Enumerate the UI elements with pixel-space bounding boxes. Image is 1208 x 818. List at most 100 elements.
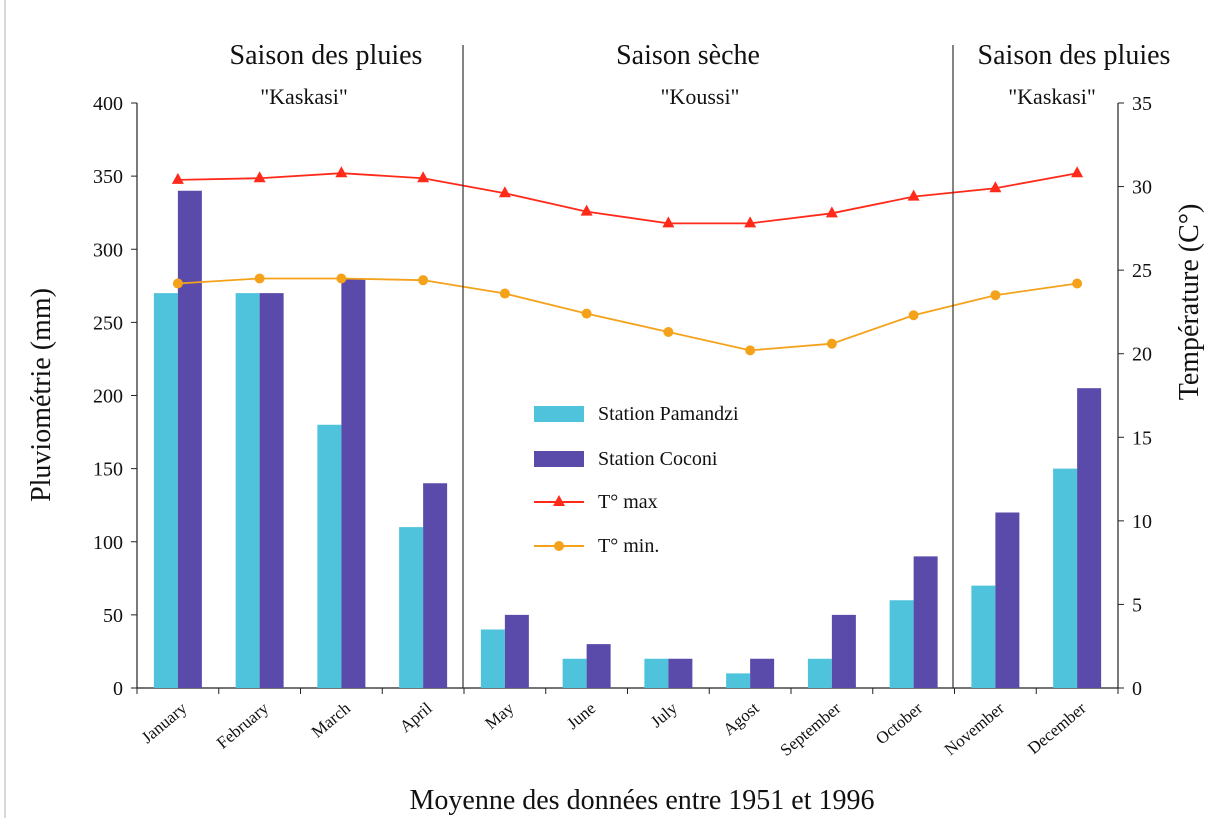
x-axis-label: Moyenne des données entre 1951 et 1996 <box>410 785 875 816</box>
bar-station-pamandzi-july <box>644 658 669 688</box>
bar-station-coconi-april <box>423 483 448 688</box>
y2-tick-label: 5 <box>1132 594 1142 616</box>
bar-station-pamandzi-december <box>1053 468 1078 688</box>
y2-tick-label: 15 <box>1132 427 1152 449</box>
y-tick-label: 350 <box>93 166 123 188</box>
x-tick-label: November <box>941 698 1008 759</box>
y-tick-label: 50 <box>103 605 123 627</box>
point-t-min-october <box>908 310 919 321</box>
y-tick-label: 400 <box>93 93 123 115</box>
legend-label-tmax: T° max <box>598 491 658 513</box>
bar-station-coconi-may <box>504 614 529 688</box>
bar-station-coconi-october <box>913 556 938 688</box>
x-tick-label: April <box>396 698 436 736</box>
x-tick-label: Agost <box>719 698 763 739</box>
point-t-max-january <box>171 172 184 184</box>
x-tick-label: May <box>481 698 517 733</box>
bar-station-coconi-february <box>259 293 284 688</box>
point-t-max-agost <box>744 216 757 228</box>
x-tick-label: January <box>138 698 191 747</box>
point-t-min-september <box>826 338 837 349</box>
y-tick-label: 150 <box>93 459 123 481</box>
point-t-min-july <box>663 326 674 337</box>
line-t-max <box>177 172 1078 225</box>
x-tick-label: March <box>308 698 355 741</box>
legend-swatch-coconi <box>534 451 584 467</box>
season-3-subtitle: "Kaskasi" <box>1008 84 1096 109</box>
bar-station-pamandzi-october <box>889 600 914 688</box>
point-t-min-may <box>499 288 510 299</box>
bar-station-coconi-june <box>586 644 611 688</box>
bar-series <box>153 190 1102 688</box>
bar-station-pamandzi-may <box>480 629 505 688</box>
bar-station-pamandzi-september <box>807 658 832 688</box>
point-t-min-march <box>336 273 347 284</box>
y-tick-label: 200 <box>93 386 123 408</box>
bar-station-pamandzi-february <box>235 293 260 688</box>
bar-station-pamandzi-january <box>153 293 178 688</box>
point-t-min-agost <box>745 345 756 356</box>
point-t-min-january <box>172 278 183 289</box>
x-tick-label: December <box>1024 698 1090 758</box>
x-tick-label: February <box>213 698 273 752</box>
y2-tick-label: 25 <box>1132 260 1152 282</box>
y2-tick-label: 35 <box>1132 93 1152 115</box>
y2-tick-label: 20 <box>1132 344 1152 366</box>
legend-label-tmin: T° min. <box>598 535 659 557</box>
y-tick-label: 0 <box>113 678 123 700</box>
point-t-min-december <box>1072 278 1083 289</box>
x-tick-label: September <box>777 698 845 760</box>
bar-station-coconi-september <box>831 614 856 688</box>
season-3-title: Saison des pluies <box>978 40 1171 71</box>
x-tick-label: July <box>647 698 681 731</box>
y2-tick-label: 10 <box>1132 511 1152 533</box>
line-series <box>171 166 1084 356</box>
point-t-min-june <box>581 308 592 319</box>
line-t-min <box>177 277 1078 352</box>
season-2-subtitle: "Koussi" <box>660 84 739 109</box>
y2-tick-label: 0 <box>1132 678 1142 700</box>
point-t-max-february <box>253 171 266 183</box>
bar-station-coconi-july <box>668 658 693 688</box>
y-tick-label: 250 <box>93 312 123 334</box>
point-t-max-march <box>335 166 348 178</box>
x-tick-label: October <box>872 698 926 748</box>
legend-label-pamandzi: Station Pamandzi <box>598 403 739 425</box>
x-tick-label: June <box>563 699 599 734</box>
y2-axis-label: Température (C°) <box>1174 204 1205 401</box>
point-t-max-may <box>498 186 511 198</box>
bar-station-pamandzi-march <box>317 424 342 688</box>
point-t-max-june <box>580 204 593 216</box>
y-tick-label: 300 <box>93 239 123 261</box>
bar-station-pamandzi-agost <box>726 673 751 688</box>
point-t-max-october <box>907 189 920 201</box>
bar-station-pamandzi-november <box>971 585 996 688</box>
bar-station-coconi-december <box>1077 388 1102 688</box>
point-t-min-february <box>254 273 265 284</box>
legend-label-coconi: Station Coconi <box>598 448 718 470</box>
y-tick-label: 100 <box>93 532 123 554</box>
bar-station-pamandzi-april <box>399 527 424 688</box>
bar-station-coconi-january <box>177 190 202 688</box>
bar-station-pamandzi-june <box>562 658 587 688</box>
point-t-max-september <box>825 206 838 218</box>
bar-station-coconi-agost <box>750 658 775 688</box>
point-t-min-april <box>418 275 429 286</box>
season-2-title: Saison sèche <box>616 40 760 71</box>
season-1-title: Saison des pluies <box>230 40 423 71</box>
y2-tick-label: 30 <box>1132 177 1152 199</box>
point-t-min-november <box>990 290 1001 301</box>
point-t-max-april <box>417 171 430 183</box>
point-t-max-july <box>662 216 675 228</box>
legend-marker-tmin <box>554 541 564 551</box>
legend-marker-tmax <box>553 495 565 506</box>
point-t-max-november <box>989 181 1002 193</box>
point-t-max-december <box>1071 166 1084 178</box>
legend: Station Pamandzi Station Coconi T° max T… <box>534 403 739 557</box>
legend-swatch-pamandzi <box>534 406 584 422</box>
bar-station-coconi-november <box>995 512 1020 688</box>
bar-station-coconi-march <box>341 278 366 688</box>
y-axis-label: Pluviométrie (mm) <box>26 288 57 502</box>
season-1-subtitle: "Kaskasi" <box>260 84 348 109</box>
